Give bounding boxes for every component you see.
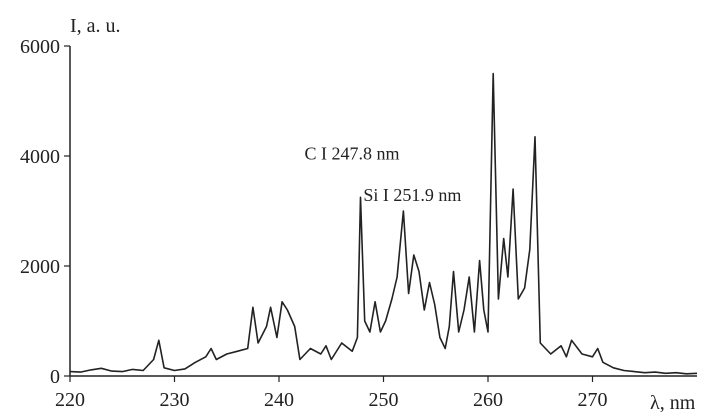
- x-tick-label-220: 220: [55, 389, 85, 411]
- x-tick-label-260: 260: [473, 389, 503, 411]
- y-tick-label-0: 0: [50, 366, 60, 388]
- y-tick-label-4000: 4000: [20, 146, 60, 168]
- x-tick-label-250: 250: [369, 389, 399, 411]
- ticks: 220 230 240 250 260 270 0 2000 4000 6000: [20, 36, 608, 411]
- x-tick-label-270: 270: [578, 389, 608, 411]
- annotation-si-i: Si I 251.9 nm: [363, 185, 461, 205]
- y-tick-label-6000: 6000: [20, 36, 60, 58]
- y-axis-label: I, a. u.: [70, 15, 121, 37]
- x-tick-label-240: 240: [264, 389, 294, 411]
- spectrum-line-0: [69, 72, 698, 375]
- x-tick-label-230: 230: [160, 389, 190, 411]
- annotation-c-i: C I 247.8 nm: [305, 143, 400, 163]
- plot-area: [69, 72, 698, 375]
- x-axis-label: λ, nm: [650, 392, 696, 414]
- y-tick-label-2000: 2000: [20, 256, 60, 278]
